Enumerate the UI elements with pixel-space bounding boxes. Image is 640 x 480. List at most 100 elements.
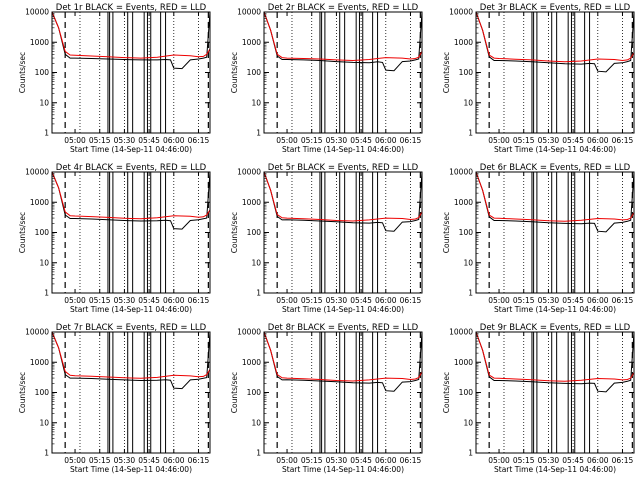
chart-title: Det 3r BLACK = Events, RED = LLD	[480, 3, 631, 13]
x-tick-label: 05:15	[513, 136, 535, 145]
x-tick-label: 05:30	[538, 456, 560, 465]
series-lld	[263, 331, 423, 382]
x-axis-label: Start Time (14-Sep-11 04:46:00)	[282, 465, 404, 474]
series-events	[475, 11, 635, 73]
x-tick-label: 05:00	[276, 136, 298, 145]
series-lld	[51, 331, 211, 379]
x-tick-label: 05:30	[114, 136, 136, 145]
x-tick-label: 06:15	[612, 136, 634, 145]
plot-frame	[263, 11, 423, 134]
y-tick-label: 100	[35, 228, 50, 237]
plot-frame	[263, 171, 423, 294]
y-tick-label: 10	[463, 258, 473, 267]
y-tick-label: 10	[463, 418, 473, 427]
x-tick-label: 05:00	[64, 296, 86, 305]
x-tick-label: 06:15	[400, 136, 422, 145]
y-tick-label: 10	[463, 98, 473, 107]
plot-frame	[475, 331, 635, 454]
y-tick-label: 1	[44, 449, 49, 458]
x-tick-label: 05:00	[488, 136, 510, 145]
x-axis-label: Start Time (14-Sep-11 04:46:00)	[494, 145, 616, 154]
series-events	[263, 11, 423, 72]
series-events	[263, 171, 423, 232]
y-tick-label: 10	[39, 418, 49, 427]
y-axis-label: Counts/sec	[230, 372, 239, 413]
y-tick-label: 100	[459, 388, 474, 397]
plot-frame	[51, 171, 211, 294]
y-tick-label: 10000	[237, 328, 261, 337]
x-tick-label: 05:00	[64, 456, 86, 465]
x-tick-label: 05:30	[538, 136, 560, 145]
y-tick-label: 100	[247, 68, 262, 77]
chart-panel-6: Det 6r BLACK = Events, RED = LLD 1 10 100 10…	[442, 163, 635, 314]
plot-frame	[475, 11, 635, 134]
y-tick-label: 10	[39, 98, 49, 107]
chart-panel-5: Det 5r BLACK = Events, RED = LLD 1 10 100 10…	[230, 163, 423, 314]
x-tick-label: 05:45	[138, 456, 160, 465]
x-tick-label: 05:00	[64, 136, 86, 145]
y-tick-label: 100	[35, 388, 50, 397]
x-tick-label: 05:15	[513, 456, 535, 465]
x-tick-label: 06:15	[400, 296, 422, 305]
y-tick-label: 10000	[237, 8, 261, 17]
y-tick-label: 100	[35, 68, 50, 77]
x-tick-label: 06:00	[163, 456, 185, 465]
y-tick-label: 1000	[30, 198, 49, 207]
series-events	[475, 331, 635, 393]
x-tick-label: 05:15	[89, 296, 111, 305]
y-tick-label: 10	[251, 98, 261, 107]
x-tick-label: 05:00	[488, 456, 510, 465]
y-tick-label: 1000	[30, 38, 49, 47]
x-tick-label: 05:00	[276, 296, 298, 305]
x-tick-label: 06:00	[163, 136, 185, 145]
series-lld	[51, 11, 211, 59]
y-tick-label: 10	[251, 258, 261, 267]
y-tick-label: 10000	[449, 328, 473, 337]
series-events	[475, 171, 635, 233]
y-tick-label: 1000	[242, 358, 261, 367]
chart-title: Det 8r BLACK = Events, RED = LLD	[268, 323, 419, 333]
x-tick-label: 05:45	[138, 296, 160, 305]
y-tick-label: 1	[468, 129, 473, 138]
x-tick-label: 05:45	[562, 296, 584, 305]
x-tick-label: 05:45	[350, 296, 372, 305]
chart-panel-2: Det 2r BLACK = Events, RED = LLD 1 10 100 10…	[230, 3, 423, 154]
series-events	[51, 331, 211, 390]
y-tick-label: 1000	[242, 38, 261, 47]
plot-frame	[263, 331, 423, 454]
y-tick-label: 10000	[25, 8, 49, 17]
y-tick-label: 1000	[30, 358, 49, 367]
x-axis-label: Start Time (14-Sep-11 04:46:00)	[494, 305, 616, 314]
x-tick-label: 05:30	[326, 136, 348, 145]
x-tick-label: 05:45	[138, 136, 160, 145]
y-tick-label: 1	[468, 289, 473, 298]
y-tick-label: 10	[39, 258, 49, 267]
x-tick-label: 06:15	[188, 456, 210, 465]
x-axis-label: Start Time (14-Sep-11 04:46:00)	[494, 465, 616, 474]
series-events	[51, 171, 211, 230]
y-tick-label: 1000	[242, 198, 261, 207]
x-axis-label: Start Time (14-Sep-11 04:46:00)	[70, 145, 192, 154]
x-axis-label: Start Time (14-Sep-11 04:46:00)	[282, 145, 404, 154]
x-tick-label: 06:15	[188, 296, 210, 305]
y-tick-label: 1	[256, 449, 261, 458]
x-axis-label: Start Time (14-Sep-11 04:46:00)	[282, 305, 404, 314]
y-tick-label: 1	[468, 449, 473, 458]
y-tick-label: 1	[44, 129, 49, 138]
x-tick-label: 06:00	[375, 296, 397, 305]
series-lld	[51, 171, 211, 220]
x-tick-label: 05:15	[301, 296, 323, 305]
x-tick-label: 06:00	[587, 456, 609, 465]
y-tick-label: 10000	[25, 168, 49, 177]
y-tick-label: 10000	[449, 8, 473, 17]
chart-title: Det 6r BLACK = Events, RED = LLD	[480, 163, 631, 173]
series-lld	[475, 171, 635, 222]
series-lld	[263, 171, 423, 222]
x-tick-label: 05:15	[513, 296, 535, 305]
y-axis-label: Counts/sec	[442, 372, 451, 413]
chart-title: Det 4r BLACK = Events, RED = LLD	[56, 163, 207, 173]
x-tick-label: 06:15	[612, 296, 634, 305]
plot-frame	[51, 331, 211, 454]
y-tick-label: 10000	[237, 168, 261, 177]
y-tick-label: 10000	[449, 168, 473, 177]
